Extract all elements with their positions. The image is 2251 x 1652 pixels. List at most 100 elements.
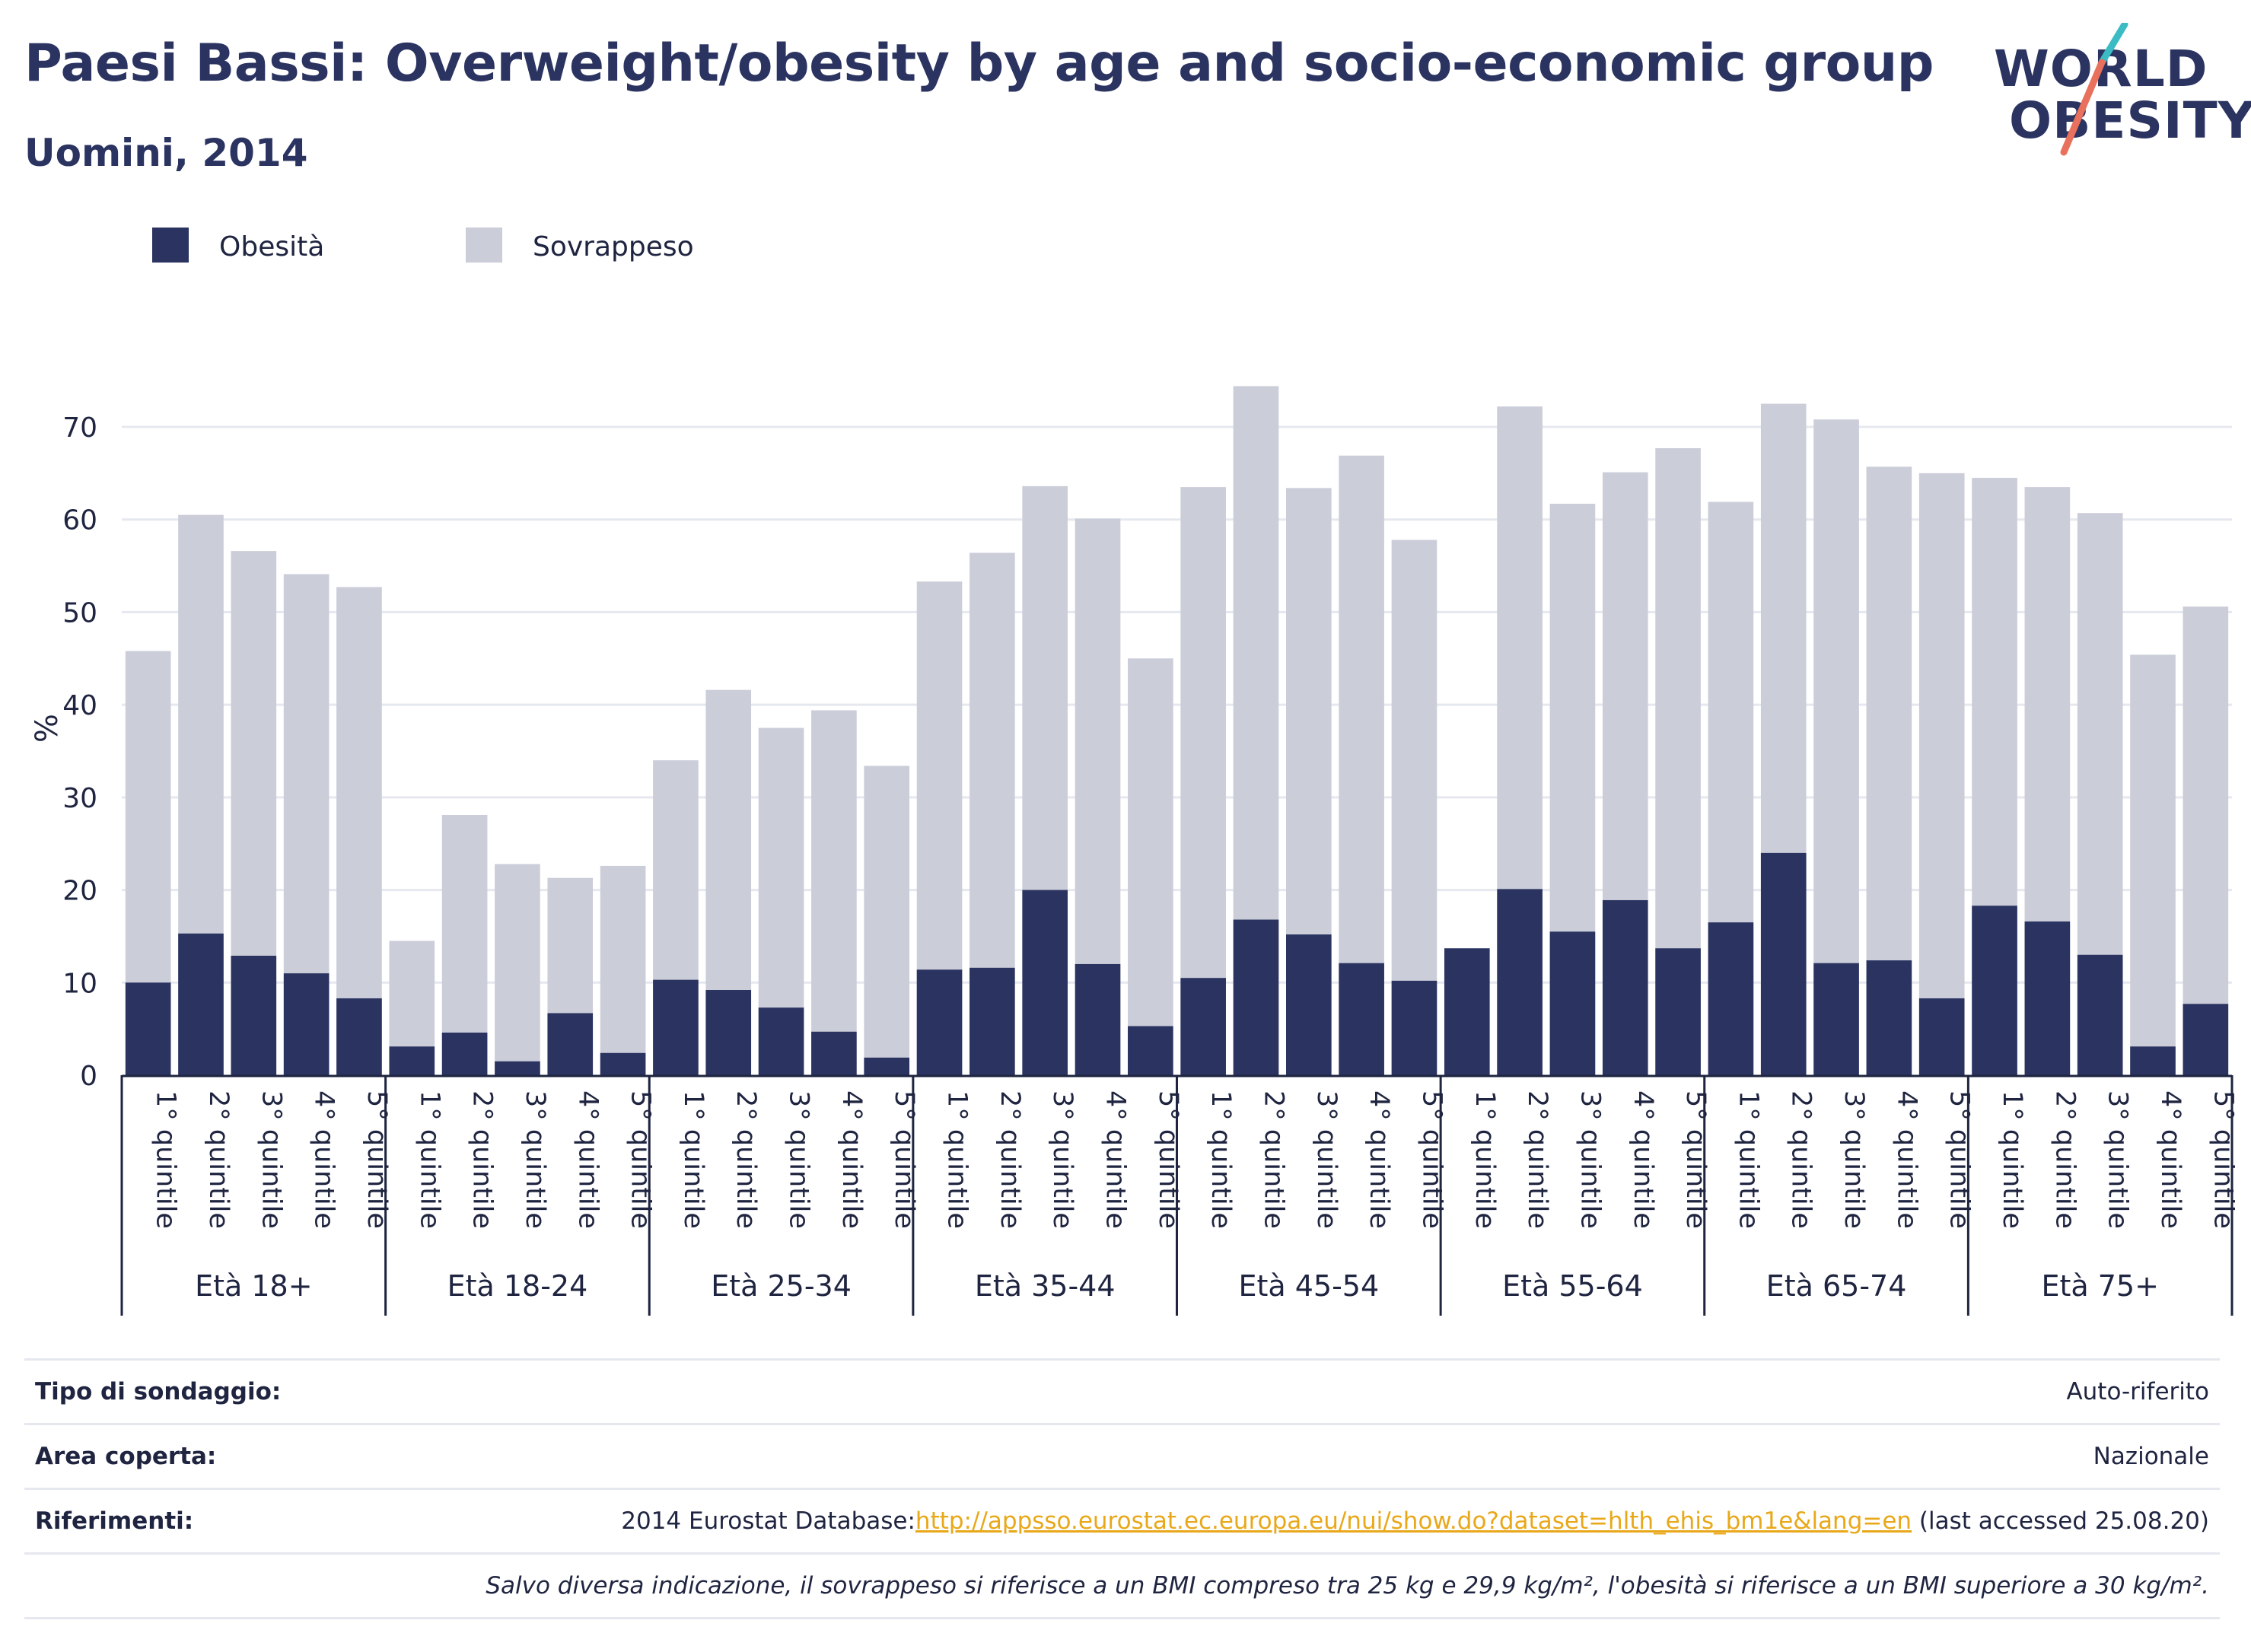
x-tick-label: 3° quintile [1047, 1090, 1078, 1229]
area-covered-row: Area coperta: Nazionale [24, 1423, 2220, 1488]
y-tick-label: 40 [62, 690, 97, 721]
bar-overweight [600, 865, 646, 1075]
x-tick-label: 2° quintile [1786, 1090, 1816, 1229]
info-table: Tipo di sondaggio: Auto-riferito Area co… [24, 1358, 2220, 1619]
legend-label-obesity: Obesità [219, 231, 324, 263]
area-covered-value: Nazionale [2093, 1443, 2209, 1470]
logo-word-obesity: OBESITY [2009, 91, 2251, 150]
x-tick-label: 4° quintile [1100, 1090, 1131, 1229]
bar-obesity [1180, 978, 1226, 1075]
x-tick-label: 2° quintile [467, 1090, 498, 1229]
bar-obesity [1602, 899, 1648, 1075]
y-tick-label: 30 [62, 783, 97, 814]
x-tick-label: 3° quintile [1311, 1090, 1342, 1229]
x-axis: 1° quintile 2° quintile 3° quintile 4° quin… [120, 1074, 2238, 1316]
bar-overweight [336, 587, 382, 1075]
survey-type-value: Auto-riferito [2066, 1378, 2209, 1405]
y-tick-label: 20 [62, 876, 97, 907]
bar-overweight [1918, 473, 1965, 1075]
bar-obesity [441, 1033, 488, 1075]
bar-obesity [1866, 960, 1912, 1075]
x-tick-label: 5° quintile [1680, 1090, 1711, 1229]
bar-obesity [1813, 963, 1859, 1075]
logo-slash-icon [2060, 23, 2128, 156]
bar-obesity [389, 1046, 435, 1075]
bar-obesity [1339, 963, 1384, 1075]
group-label: Età 35-44 [975, 1269, 1116, 1303]
bar-obesity [1918, 998, 1965, 1075]
bar-overweight [495, 864, 540, 1075]
y-tick-label: 50 [62, 597, 97, 629]
x-tick-label: 2° quintile [1522, 1090, 1552, 1229]
bar-obesity [1391, 980, 1438, 1075]
x-tick-label: 3° quintile [1574, 1090, 1605, 1229]
survey-type-label: Tipo di sondaggio: [35, 1378, 282, 1405]
x-tick-label: 5° quintile [1944, 1090, 1975, 1229]
y-tick-label: 70 [62, 412, 97, 444]
world-obesity-logo: WORLD OBESITY [1979, 23, 2251, 167]
group-label: Età 18-24 [447, 1269, 588, 1303]
legend-swatch-obesity [152, 228, 189, 263]
x-tick-label: 2° quintile [203, 1090, 234, 1229]
gridlines [122, 425, 2232, 984]
x-tick-label: 5° quintile [889, 1090, 919, 1229]
bar-overweight [1180, 487, 1226, 1075]
bar-overweight [2183, 606, 2229, 1075]
x-tick-label: 1° quintile [1733, 1090, 1763, 1229]
x-tick-label: 1° quintile [942, 1090, 973, 1229]
stacked-bar-chart: Obesità Sovrappeso 0 10 20 30 40 50 60 70% 1° qu… [30, 228, 2238, 1316]
references-label: Riferimenti: [35, 1507, 194, 1535]
group-label: Età 55-64 [1502, 1269, 1643, 1303]
x-tick-label: 1° quintile [1997, 1090, 2027, 1229]
x-tick-label: 5° quintile [1416, 1090, 1447, 1229]
bar-obesity [1233, 919, 1279, 1075]
group-label: Età 65-74 [1766, 1269, 1907, 1303]
chart-subtitle: Uomini, 2014 [24, 131, 308, 175]
references-value: 2014 Eurostat Database:http://appsso.eur… [621, 1507, 2220, 1535]
eurostat-link[interactable]: http://appsso.eurostat.ec.europa.eu/nui/… [915, 1507, 1912, 1535]
x-tick-label: 4° quintile [309, 1090, 339, 1229]
bar-obesity [1497, 889, 1543, 1075]
bar-obesity [969, 967, 1015, 1075]
obesity-bars [125, 852, 2229, 1075]
x-tick-label: 4° quintile [1364, 1090, 1394, 1229]
y-axis: 0 10 20 30 40 50 60 70% [30, 412, 97, 1092]
bar-obesity [916, 969, 963, 1075]
bar-obesity [1075, 963, 1121, 1075]
x-tick-label: 4° quintile [1891, 1090, 1921, 1229]
x-tick-label: 5° quintile [1153, 1090, 1183, 1229]
x-tick-label: 1° quintile [151, 1090, 181, 1229]
group-label: Età 75+ [2041, 1269, 2158, 1303]
overweight-bars [125, 386, 2229, 1076]
survey-type-row: Tipo di sondaggio: Auto-riferito [24, 1358, 2220, 1423]
bar-obesity [1972, 906, 2017, 1075]
bar-obesity [2024, 921, 2071, 1075]
note-row: Salvo diversa indicazione, il sovrappeso… [24, 1552, 2220, 1619]
bar-obesity [547, 1013, 594, 1075]
x-tick-label: 1° quintile [678, 1090, 708, 1229]
group-label: Età 45-54 [1238, 1269, 1379, 1303]
x-tick-label: 4° quintile [572, 1090, 603, 1229]
bar-obesity [1022, 890, 1068, 1075]
bar-obesity [495, 1061, 540, 1075]
bar-obesity [705, 990, 752, 1075]
group-label: Età 25-34 [711, 1269, 852, 1303]
legend-label-overweight: Sovrappeso [533, 231, 694, 263]
x-tick-label: 3° quintile [520, 1090, 550, 1229]
x-tick-label: 3° quintile [256, 1090, 286, 1229]
references-prefix: 2014 Eurostat Database: [621, 1507, 915, 1535]
bar-obesity [653, 979, 699, 1075]
x-tick-label: 2° quintile [995, 1090, 1025, 1229]
x-tick-label: 1° quintile [1469, 1090, 1500, 1229]
group-label: Età 18+ [195, 1269, 312, 1303]
bmi-note: Salvo diversa indicazione, il sovrappeso… [486, 1572, 2209, 1599]
bar-obesity [1655, 948, 1701, 1075]
x-tick-label: 4° quintile [836, 1090, 867, 1229]
x-tick-label: 3° quintile [2103, 1090, 2133, 1229]
chart-legend: Obesità Sovrappeso [152, 228, 694, 263]
bar-overweight [811, 710, 857, 1075]
bar-overweight [1128, 658, 1173, 1075]
bar-obesity [1128, 1026, 1173, 1075]
bar-obesity [1444, 948, 1490, 1075]
y-axis-label: % [30, 714, 65, 743]
